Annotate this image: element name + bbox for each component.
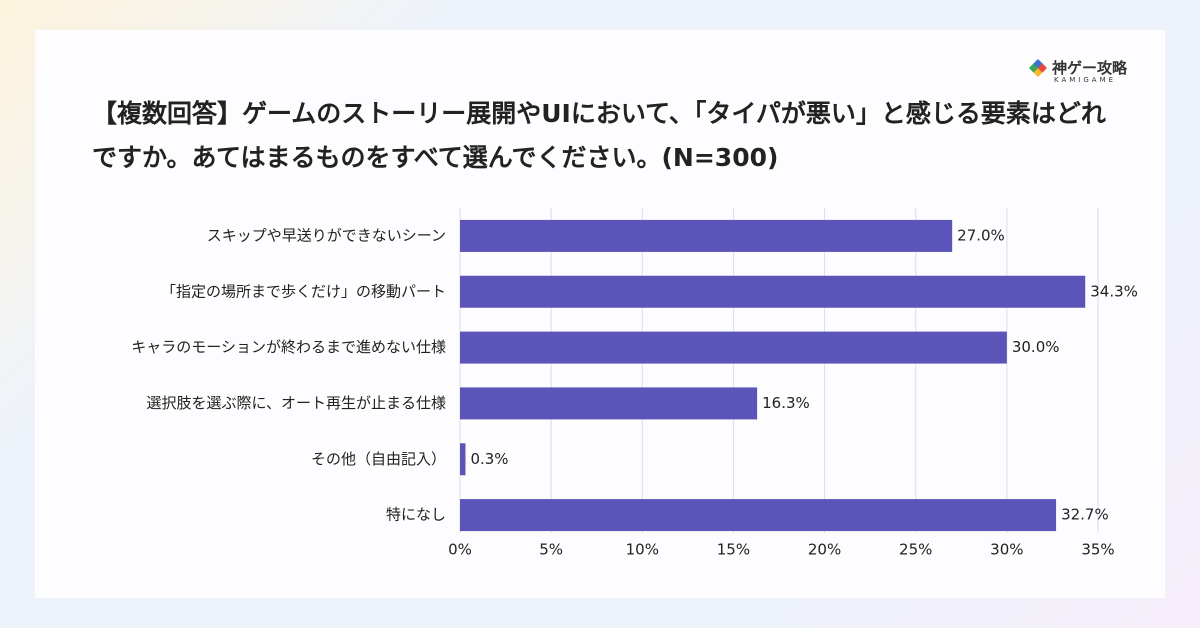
y-tick-label: その他（自由記入）: [311, 450, 446, 468]
chart-title: 【複数回答】ゲームのストーリー展開やUIにおいて、「タイパが悪い」と感じる要素は…: [92, 99, 1106, 172]
bar: [460, 443, 466, 476]
x-tick-label: 5%: [539, 541, 563, 559]
x-tick-label: 0%: [448, 541, 472, 559]
x-tick-label: 25%: [899, 541, 932, 559]
logo-text: 神ゲー攻略: [1052, 59, 1128, 77]
bar: [460, 219, 953, 252]
value-label: 0.3%: [470, 450, 508, 468]
value-label: 30.0%: [1012, 338, 1060, 356]
value-label: 27.0%: [957, 226, 1005, 244]
bar: [460, 387, 758, 420]
x-tick-label: 30%: [990, 541, 1023, 559]
bar: [460, 275, 1086, 308]
y-tick-label: 特になし: [386, 506, 446, 524]
bar: [460, 499, 1057, 532]
value-label: 16.3%: [762, 394, 810, 412]
value-label: 32.7%: [1061, 506, 1109, 524]
logo: 神ゲー攻略 KAMIGAME: [1028, 57, 1128, 84]
x-tick-label: 20%: [808, 541, 841, 559]
y-tick-label: スキップや早送りができないシーン: [207, 226, 446, 244]
y-tick-label: 選択肢を選ぶ際に、オート再生が止まる仕様: [146, 394, 446, 412]
y-tick-label: キャラのモーションが終わるまで進めない仕様: [131, 338, 446, 356]
x-tick-label: 15%: [717, 541, 750, 559]
x-tick-label: 35%: [1081, 541, 1114, 559]
y-tick-label: 「指定の場所まで歩くだけ」の移動パート: [161, 282, 446, 300]
x-tick-label: 10%: [626, 541, 659, 559]
logo-subtext: KAMIGAME: [1054, 76, 1117, 84]
value-label: 34.3%: [1090, 282, 1138, 300]
bar: [460, 331, 1007, 364]
